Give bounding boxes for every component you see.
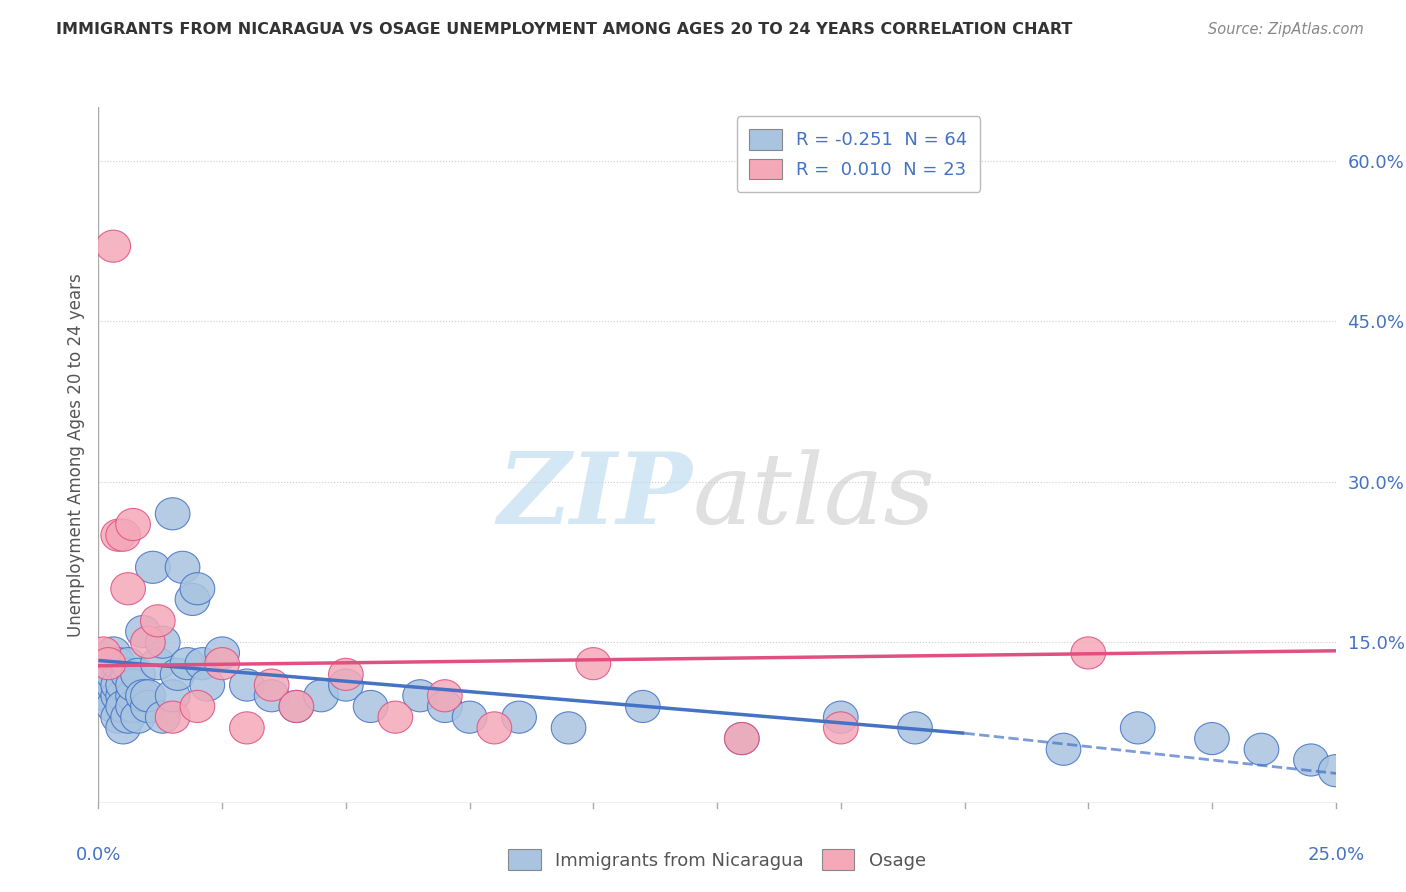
Ellipse shape (141, 605, 176, 637)
Ellipse shape (141, 648, 176, 680)
Legend: Immigrants from Nicaragua, Osage: Immigrants from Nicaragua, Osage (501, 842, 934, 877)
Ellipse shape (329, 658, 363, 690)
Ellipse shape (180, 690, 215, 723)
Ellipse shape (278, 690, 314, 723)
Ellipse shape (278, 690, 314, 723)
Ellipse shape (551, 712, 586, 744)
Ellipse shape (101, 669, 135, 701)
Ellipse shape (111, 658, 145, 690)
Ellipse shape (111, 648, 145, 680)
Ellipse shape (724, 723, 759, 755)
Text: atlas: atlas (692, 449, 935, 544)
Ellipse shape (115, 680, 150, 712)
Ellipse shape (131, 690, 166, 723)
Ellipse shape (105, 519, 141, 551)
Text: 0.0%: 0.0% (76, 846, 121, 863)
Ellipse shape (353, 690, 388, 723)
Ellipse shape (378, 701, 413, 733)
Ellipse shape (125, 680, 160, 712)
Ellipse shape (115, 669, 150, 701)
Ellipse shape (145, 701, 180, 733)
Ellipse shape (91, 680, 125, 712)
Ellipse shape (105, 680, 141, 712)
Ellipse shape (131, 680, 166, 712)
Ellipse shape (166, 551, 200, 583)
Ellipse shape (897, 712, 932, 744)
Ellipse shape (101, 519, 135, 551)
Ellipse shape (86, 658, 121, 690)
Ellipse shape (101, 680, 135, 712)
Ellipse shape (155, 680, 190, 712)
Ellipse shape (254, 669, 290, 701)
Text: IMMIGRANTS FROM NICARAGUA VS OSAGE UNEMPLOYMENT AMONG AGES 20 TO 24 YEARS CORREL: IMMIGRANTS FROM NICARAGUA VS OSAGE UNEMP… (56, 22, 1073, 37)
Ellipse shape (576, 648, 610, 680)
Ellipse shape (502, 701, 537, 733)
Ellipse shape (254, 680, 290, 712)
Ellipse shape (304, 680, 339, 712)
Ellipse shape (205, 637, 239, 669)
Ellipse shape (453, 701, 486, 733)
Ellipse shape (229, 669, 264, 701)
Ellipse shape (1121, 712, 1156, 744)
Ellipse shape (824, 712, 858, 744)
Ellipse shape (105, 690, 141, 723)
Text: 25.0%: 25.0% (1308, 846, 1364, 863)
Ellipse shape (145, 626, 180, 658)
Ellipse shape (121, 701, 155, 733)
Ellipse shape (86, 637, 121, 669)
Ellipse shape (1046, 733, 1081, 765)
Y-axis label: Unemployment Among Ages 20 to 24 years: Unemployment Among Ages 20 to 24 years (66, 273, 84, 637)
Ellipse shape (101, 648, 135, 680)
Ellipse shape (477, 712, 512, 744)
Ellipse shape (824, 701, 858, 733)
Ellipse shape (186, 648, 219, 680)
Ellipse shape (91, 658, 125, 690)
Ellipse shape (160, 658, 195, 690)
Ellipse shape (131, 626, 166, 658)
Ellipse shape (170, 648, 205, 680)
Ellipse shape (1319, 755, 1353, 787)
Ellipse shape (111, 701, 145, 733)
Ellipse shape (111, 573, 145, 605)
Ellipse shape (724, 723, 759, 755)
Ellipse shape (329, 669, 363, 701)
Ellipse shape (91, 648, 125, 680)
Ellipse shape (229, 712, 264, 744)
Ellipse shape (427, 680, 463, 712)
Ellipse shape (115, 508, 150, 541)
Ellipse shape (402, 680, 437, 712)
Ellipse shape (121, 658, 155, 690)
Ellipse shape (105, 669, 141, 701)
Ellipse shape (427, 690, 463, 723)
Ellipse shape (1195, 723, 1229, 755)
Ellipse shape (1244, 733, 1279, 765)
Ellipse shape (96, 637, 131, 669)
Ellipse shape (1294, 744, 1329, 776)
Ellipse shape (96, 230, 131, 262)
Ellipse shape (105, 712, 141, 744)
Ellipse shape (115, 690, 150, 723)
Ellipse shape (190, 669, 225, 701)
Ellipse shape (135, 551, 170, 583)
Ellipse shape (155, 701, 190, 733)
Ellipse shape (96, 658, 131, 690)
Ellipse shape (626, 690, 661, 723)
Ellipse shape (101, 701, 135, 733)
Ellipse shape (205, 648, 239, 680)
Ellipse shape (176, 583, 209, 615)
Text: Source: ZipAtlas.com: Source: ZipAtlas.com (1208, 22, 1364, 37)
Ellipse shape (96, 690, 131, 723)
Ellipse shape (96, 669, 131, 701)
Ellipse shape (86, 669, 121, 701)
Ellipse shape (125, 615, 160, 648)
Ellipse shape (180, 573, 215, 605)
Ellipse shape (91, 648, 125, 680)
Ellipse shape (1071, 637, 1105, 669)
Ellipse shape (155, 498, 190, 530)
Text: ZIP: ZIP (498, 449, 692, 545)
